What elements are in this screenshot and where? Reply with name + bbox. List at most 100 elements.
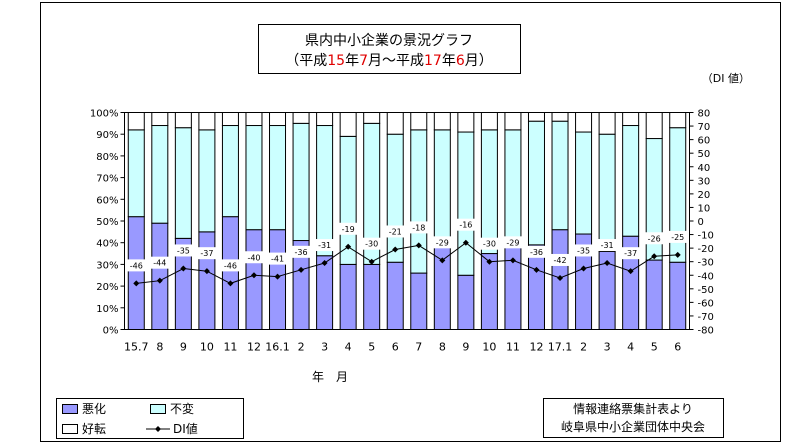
title-box xyxy=(258,24,521,74)
legend-marker-di xyxy=(155,426,161,432)
x-tick-label: 10 xyxy=(482,341,496,354)
di-line xyxy=(136,242,678,284)
di-point xyxy=(651,253,658,260)
y-tick-label: 80% xyxy=(96,152,118,163)
x-tick-label: 15.7 xyxy=(124,341,149,354)
bar-unchanged xyxy=(457,131,475,276)
x-tick-label: 12 xyxy=(247,341,261,354)
x-tick-label: 9 xyxy=(462,341,469,354)
bar-worse xyxy=(363,263,381,330)
di-data-label: -26 xyxy=(648,234,661,243)
di-label-bg xyxy=(597,239,618,252)
bar-better xyxy=(316,112,334,127)
di-point xyxy=(274,273,281,280)
bar-worse xyxy=(245,229,263,330)
di-data-label: -19 xyxy=(342,225,355,234)
bar-worse xyxy=(127,216,145,330)
di-label-bg xyxy=(173,244,194,257)
bar-unchanged xyxy=(622,125,640,237)
bar-better xyxy=(457,112,475,133)
x-axis-labels: 15.7 8 9 10 11 12 16.1 2 3 4 5 6 7 8 9 10 11 12 17.1 2 3 4 5 6 xyxy=(124,341,681,354)
y-tick-label: 70% xyxy=(96,174,118,185)
di-point xyxy=(156,277,163,284)
x-tick-label: 6 xyxy=(392,341,399,354)
di-point xyxy=(604,260,611,267)
bar-worse xyxy=(457,274,475,330)
bar-better xyxy=(221,112,239,127)
x-tick-label: 10 xyxy=(200,341,214,354)
di-point xyxy=(298,266,305,273)
di-data-label: -18 xyxy=(412,223,425,232)
bar-unchanged xyxy=(198,129,216,233)
di-point xyxy=(321,260,328,267)
x-tick-label: 16.1 xyxy=(265,341,290,354)
y2-tick-label: -80 xyxy=(698,326,714,337)
di-data-label: -37 xyxy=(624,249,637,258)
bar-unchanged xyxy=(575,131,593,235)
y2-unit-label: （DI 値） xyxy=(702,72,750,85)
x-axis-title: 年 月 xyxy=(312,370,348,384)
y-tick-label: 60% xyxy=(96,195,118,206)
di-point xyxy=(415,242,422,249)
bar-unchanged xyxy=(527,120,545,246)
bar-unchanged xyxy=(410,129,428,274)
bar-better xyxy=(575,112,593,133)
di-data-label: -42 xyxy=(553,256,566,265)
di-data-label: -36 xyxy=(295,248,308,257)
di-point xyxy=(180,265,187,272)
bar-better xyxy=(269,112,287,127)
di-data-label: -41 xyxy=(271,255,284,264)
di-data-label: -31 xyxy=(318,241,331,250)
x-tick-label: 8 xyxy=(439,341,446,354)
y-tick-label: 50% xyxy=(96,217,118,228)
di-data-label: -25 xyxy=(671,233,684,242)
di-label-bg xyxy=(243,251,264,264)
bar-better xyxy=(622,112,640,127)
bar-better xyxy=(480,112,498,131)
bar-worse xyxy=(151,222,169,330)
bar-better xyxy=(645,112,663,140)
y2-tick-label: 40 xyxy=(698,163,711,174)
legend-label-worse: 悪化 xyxy=(82,402,106,416)
y2-tick-label: -70 xyxy=(698,312,714,323)
bar-unchanged xyxy=(245,125,263,231)
x-tick-label: 2 xyxy=(580,341,587,354)
x-tick-label: 6 xyxy=(674,341,681,354)
bar-better xyxy=(363,112,381,124)
chart-subtitle: （平成15年7月～平成17年6月） xyxy=(285,53,493,69)
di-data-label: -37 xyxy=(200,249,213,258)
source-box xyxy=(543,398,724,438)
bar-better xyxy=(245,112,263,127)
x-tick-label: 3 xyxy=(604,341,611,354)
di-label-bg xyxy=(408,221,429,234)
y2-tick-label: 20 xyxy=(698,190,711,201)
di-data-label: -29 xyxy=(506,238,519,247)
di-label-bg xyxy=(291,245,312,258)
di-data-label: -30 xyxy=(365,240,378,249)
bar-better xyxy=(598,112,616,135)
x-tick-label: 5 xyxy=(651,341,658,354)
y2-tick-label: 0 xyxy=(698,217,704,228)
bar-unchanged xyxy=(386,133,404,263)
di-label-bg xyxy=(620,247,641,260)
di-data-label: -44 xyxy=(153,259,166,268)
y-axis-ticks: 0% 10% 20% 30% 40% 50% 60% 70% 80% 90% 100% xyxy=(90,109,125,337)
di-data-label: -46 xyxy=(130,261,143,270)
x-tick-label: 9 xyxy=(180,341,187,354)
y-tick-label: 90% xyxy=(96,130,118,141)
y2-tick-label: 80 xyxy=(698,109,711,120)
di-point xyxy=(250,272,257,279)
bar-worse xyxy=(433,240,451,330)
di-label-bg xyxy=(196,247,217,260)
di-point xyxy=(133,280,140,287)
di-data-label: -21 xyxy=(389,227,402,236)
x-tick-label: 5 xyxy=(368,341,375,354)
source-line-2: 岐阜県中小企業団体中央会 xyxy=(561,419,705,434)
y2-tick-label: -60 xyxy=(698,298,714,309)
di-data-label: -35 xyxy=(177,246,190,255)
di-label-bg xyxy=(126,259,147,272)
y2-tick-label: -20 xyxy=(698,244,714,255)
di-data-label: -35 xyxy=(577,246,590,255)
